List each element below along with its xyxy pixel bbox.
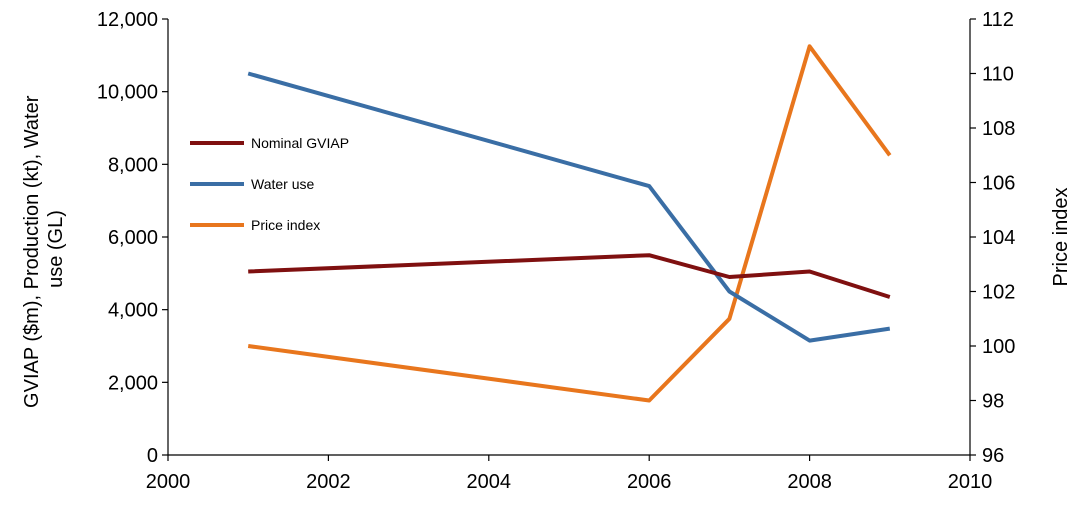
series-lines [247,44,892,403]
legend-label-nominal-gviap: Nominal GVIAP [251,135,349,151]
series-line-water-use [247,71,891,343]
series-line-price-index [247,44,892,403]
y-left-tick-label: 10,000 [97,82,158,104]
y-right-tick-label: 112 [982,9,1014,31]
y-right-tick-label: 96 [982,445,1004,467]
y-left-axis-title: GVIAP ($m), Production (kt), Water use (… [21,90,67,408]
y-left-tick-label: 4,000 [108,300,158,322]
y-right-tick-label: 108 [982,118,1015,140]
y-left-tick-label: 2,000 [108,372,158,394]
y-left-tick-label: 6,000 [108,227,158,249]
legend-label-water-use: Water use [251,176,314,192]
series-line-nominal-gviap [248,253,891,299]
x-tick-label: 2008 [787,471,832,493]
x-tick-label: 2002 [306,471,351,493]
x-tick-label: 2006 [627,471,672,493]
y-right-axis-title: Price index [1050,188,1072,287]
x-tick-label: 2000 [146,471,191,493]
y-right-tick-label: 100 [982,336,1015,358]
y-right-tick-label: 102 [982,282,1015,304]
axis-titles: GVIAP ($m), Production (kt), Water use (… [21,90,1072,408]
x-tick-label: 2004 [467,471,512,493]
y-right-tick-label: 106 [982,173,1015,195]
legend: Nominal GVIAP Water use Price index [190,135,349,233]
y-right-tick-label: 98 [982,391,1004,413]
y-left-axis-title-line-1: GVIAP ($m), Production (kt), Water [21,95,43,408]
y-left-axis-title-line-2: use (GL) [45,210,67,288]
y-right-tick-label: 104 [982,227,1015,249]
legend-label-price-index: Price index [251,217,320,233]
y-left-tick-label: 0 [147,445,158,467]
y-left-tick-label: 12,000 [97,9,158,31]
y-right-tick-label: 110 [982,64,1014,86]
y-left-tick-label: 8,000 [108,154,158,176]
x-tick-label: 2010 [948,471,993,493]
axes: 0 2,000 4,000 6,000 8,000 10,000 12,000 96 98 100… [97,9,1016,493]
